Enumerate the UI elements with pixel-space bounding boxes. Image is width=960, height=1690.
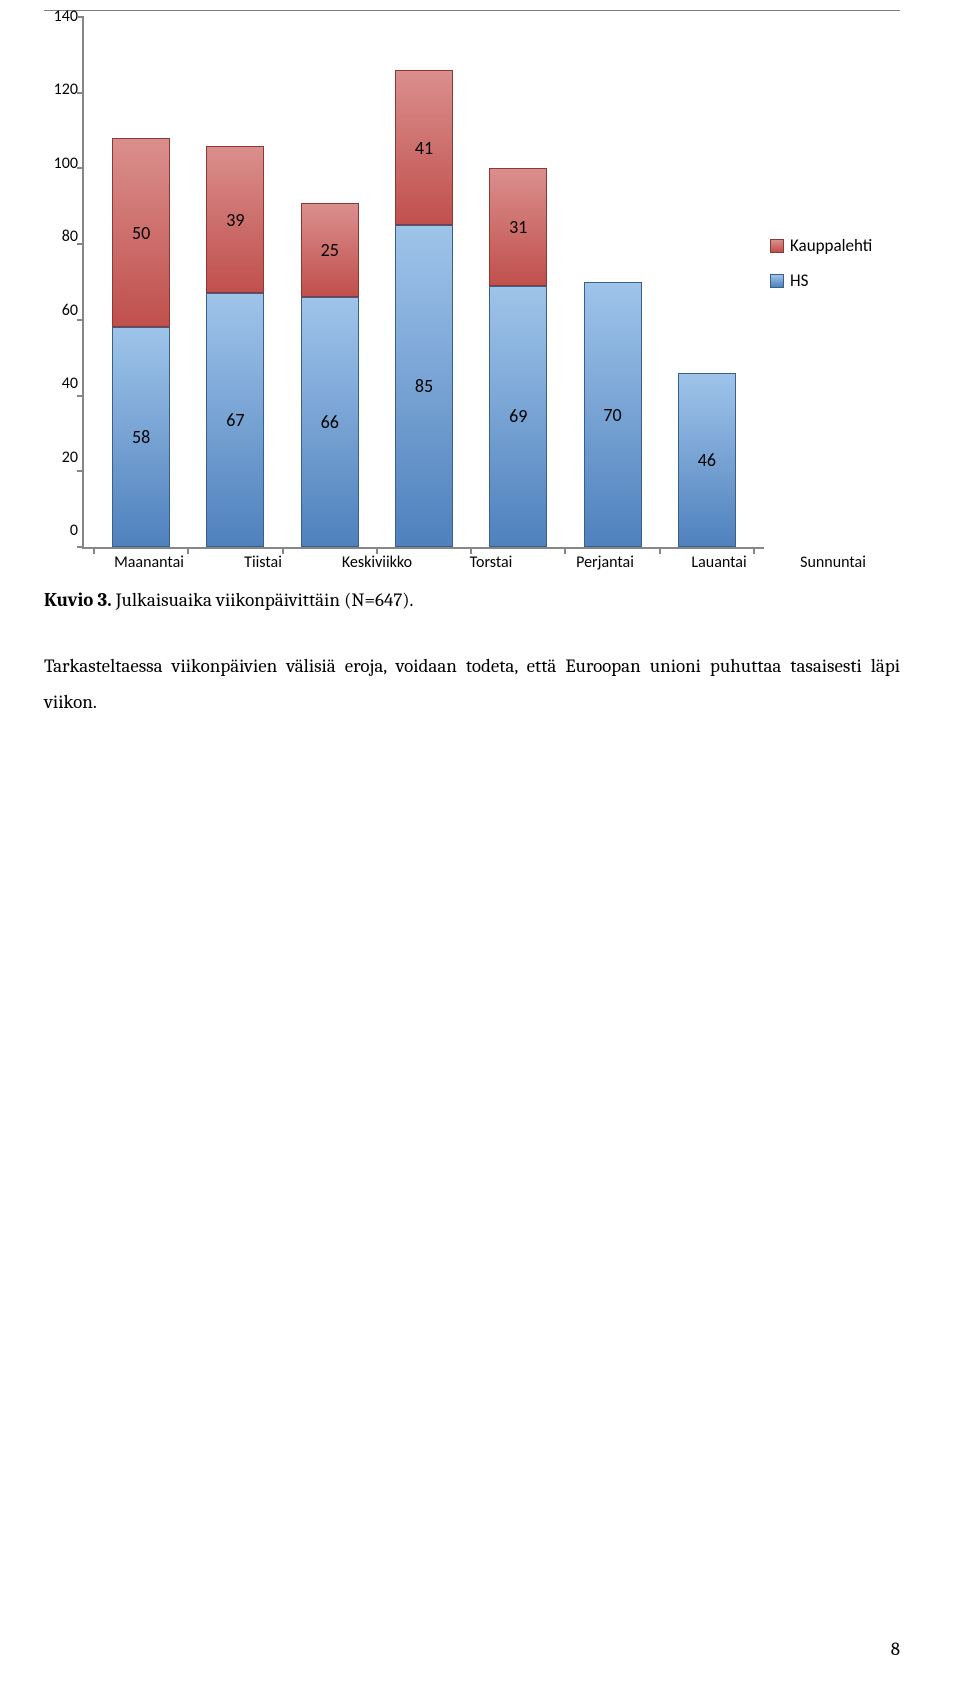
chart-container: 020406080100120140 585067396625854169317… bbox=[44, 10, 900, 572]
bar-segment-kauppalehti: 25 bbox=[301, 203, 359, 298]
bar-slot: 8541 bbox=[377, 17, 471, 547]
figure-caption-text: Julkaisuaika viikonpäivittäin (N=647). bbox=[112, 589, 414, 611]
bar: 6739 bbox=[206, 146, 264, 547]
legend-swatch bbox=[770, 274, 784, 288]
x-tick-mark bbox=[753, 547, 755, 554]
bar: 70 bbox=[584, 282, 642, 547]
stacked-bar-chart: 020406080100120140 585067396625854169317… bbox=[44, 17, 900, 549]
bar-slot: 5850 bbox=[94, 17, 188, 547]
bar-segment-kauppalehti: 50 bbox=[112, 138, 170, 327]
x-tick-mark bbox=[564, 547, 566, 554]
bar-segment-hs: 67 bbox=[206, 293, 264, 547]
y-axis: 0 20 40 60 80 100 120 140 bbox=[44, 9, 82, 539]
x-axis-label: Lauantai bbox=[662, 553, 776, 572]
bar-segment-hs: 66 bbox=[301, 297, 359, 547]
bars-group: 585067396625854169317046 bbox=[84, 17, 764, 547]
x-tick-mark bbox=[659, 547, 661, 554]
legend-item: Kauppalehti bbox=[770, 235, 900, 256]
y-tick-mark bbox=[77, 546, 84, 548]
y-tick-label: 120 bbox=[44, 82, 78, 98]
legend-label: HS bbox=[790, 270, 808, 291]
body-paragraph: Tarkasteltaessa viikonpäivien välisiä er… bbox=[44, 648, 900, 720]
x-axis-label: Torstai bbox=[434, 553, 548, 572]
bar-segment-kauppalehti: 39 bbox=[206, 146, 264, 294]
y-tick-mark bbox=[77, 470, 84, 472]
bar-segment-hs: 85 bbox=[395, 225, 453, 547]
bar: 8541 bbox=[395, 70, 453, 547]
figure-caption: Kuvio 3. Julkaisuaika viikonpäivittäin (… bbox=[44, 582, 900, 618]
x-axis-label: Sunnuntai bbox=[776, 553, 890, 572]
legend-item: HS bbox=[770, 270, 900, 291]
bar-slot: 6739 bbox=[188, 17, 282, 547]
y-tick-label: 80 bbox=[44, 229, 78, 245]
legend-label: Kauppalehti bbox=[790, 235, 872, 256]
x-axis-label: Maanantai bbox=[92, 553, 206, 572]
y-tick-mark bbox=[77, 92, 84, 94]
y-tick-label: 20 bbox=[44, 450, 78, 466]
y-tick-label: 40 bbox=[44, 376, 78, 392]
bar-segment-kauppalehti: 41 bbox=[395, 70, 453, 225]
bar-segment-hs: 58 bbox=[112, 327, 170, 547]
bar: 6931 bbox=[489, 168, 547, 547]
x-tick-mark bbox=[376, 547, 378, 554]
x-tick-mark bbox=[470, 547, 472, 554]
x-axis-label: Perjantai bbox=[548, 553, 662, 572]
plot-area: 585067396625854169317046 bbox=[82, 17, 764, 549]
bar: 6625 bbox=[301, 203, 359, 547]
x-tick-mark bbox=[187, 547, 189, 554]
y-tick-mark bbox=[77, 243, 84, 245]
page-number: 8 bbox=[891, 1638, 900, 1660]
x-tick-mark bbox=[93, 547, 95, 554]
y-tick-mark bbox=[77, 395, 84, 397]
y-tick-label: 0 bbox=[44, 523, 78, 539]
legend: Kauppalehti HS bbox=[764, 0, 900, 529]
bar-segment-hs: 70 bbox=[584, 282, 642, 547]
bar-slot: 46 bbox=[660, 17, 754, 547]
legend-swatch bbox=[770, 239, 784, 253]
x-tick-mark bbox=[282, 547, 284, 554]
x-axis: MaanantaiTiistaiKeskiviikkoTorstaiPerjan… bbox=[82, 549, 900, 572]
bar-segment-kauppalehti: 31 bbox=[489, 168, 547, 285]
figure-caption-prefix: Kuvio 3. bbox=[44, 589, 112, 611]
y-tick-mark bbox=[77, 319, 84, 321]
x-axis-label: Keskiviikko bbox=[320, 553, 434, 572]
x-axis-label: Tiistai bbox=[206, 553, 320, 572]
y-tick-label: 140 bbox=[44, 9, 78, 25]
y-tick-label: 60 bbox=[44, 303, 78, 319]
bar: 46 bbox=[678, 373, 736, 547]
bar-segment-hs: 69 bbox=[489, 286, 547, 547]
y-tick-mark bbox=[77, 16, 84, 18]
y-tick-mark bbox=[77, 167, 84, 169]
bar-segment-hs: 46 bbox=[678, 373, 736, 547]
bar-slot: 70 bbox=[565, 17, 659, 547]
bar-slot: 6625 bbox=[283, 17, 377, 547]
bar: 5850 bbox=[112, 138, 170, 547]
bar-slot: 6931 bbox=[471, 17, 565, 547]
y-tick-label: 100 bbox=[44, 156, 78, 172]
